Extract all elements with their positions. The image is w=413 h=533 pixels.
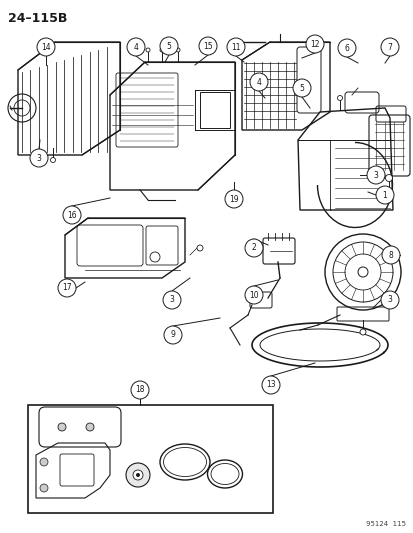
Circle shape (127, 38, 145, 56)
Circle shape (58, 279, 76, 297)
Circle shape (30, 149, 48, 167)
Text: 3: 3 (36, 154, 41, 163)
Circle shape (136, 473, 140, 477)
Text: 14: 14 (41, 43, 51, 52)
Circle shape (366, 166, 384, 184)
Text: 3: 3 (169, 295, 174, 304)
Circle shape (244, 239, 262, 257)
Circle shape (40, 484, 48, 492)
Circle shape (375, 186, 393, 204)
Text: 5: 5 (166, 42, 171, 51)
Text: 3: 3 (387, 295, 392, 304)
Circle shape (380, 38, 398, 56)
Text: 7: 7 (387, 43, 392, 52)
Circle shape (381, 246, 399, 264)
Circle shape (37, 38, 55, 56)
Text: 3: 3 (373, 171, 377, 180)
Circle shape (86, 423, 94, 431)
Circle shape (63, 206, 81, 224)
Circle shape (337, 95, 342, 101)
Circle shape (357, 267, 367, 277)
Circle shape (224, 190, 242, 208)
Bar (28, 405, 272, 513)
Circle shape (261, 376, 279, 394)
Circle shape (226, 38, 244, 56)
Text: 10: 10 (249, 290, 258, 300)
Text: 2: 2 (251, 244, 256, 253)
Circle shape (40, 458, 48, 466)
Text: 13: 13 (266, 381, 275, 390)
Circle shape (199, 37, 216, 55)
Text: 11: 11 (231, 43, 240, 52)
Circle shape (159, 48, 164, 52)
Circle shape (164, 326, 182, 344)
Circle shape (385, 174, 392, 182)
Text: 4: 4 (133, 43, 138, 52)
Text: 8: 8 (388, 251, 392, 260)
Circle shape (380, 291, 398, 309)
Circle shape (337, 39, 355, 57)
Text: 17: 17 (62, 284, 71, 293)
Text: 95124  115: 95124 115 (365, 521, 405, 527)
Text: 1: 1 (382, 190, 387, 199)
Circle shape (146, 48, 150, 52)
Circle shape (50, 157, 55, 163)
Text: 6: 6 (344, 44, 349, 52)
Circle shape (126, 463, 150, 487)
Circle shape (58, 423, 66, 431)
Circle shape (159, 37, 178, 55)
Circle shape (249, 73, 267, 91)
Text: 19: 19 (229, 195, 238, 204)
Circle shape (176, 48, 180, 52)
Text: 24–115B: 24–115B (8, 12, 67, 25)
Text: 18: 18 (135, 385, 145, 394)
Text: 5: 5 (299, 84, 304, 93)
Text: 9: 9 (170, 330, 175, 340)
Circle shape (292, 79, 310, 97)
Circle shape (163, 291, 180, 309)
Text: 4: 4 (256, 77, 261, 86)
Circle shape (131, 381, 149, 399)
Text: 16: 16 (67, 211, 77, 220)
Circle shape (244, 286, 262, 304)
Circle shape (133, 470, 142, 480)
Circle shape (305, 35, 323, 53)
Text: 15: 15 (203, 42, 212, 51)
Circle shape (359, 329, 365, 335)
Circle shape (197, 245, 202, 251)
Text: 12: 12 (309, 39, 319, 49)
